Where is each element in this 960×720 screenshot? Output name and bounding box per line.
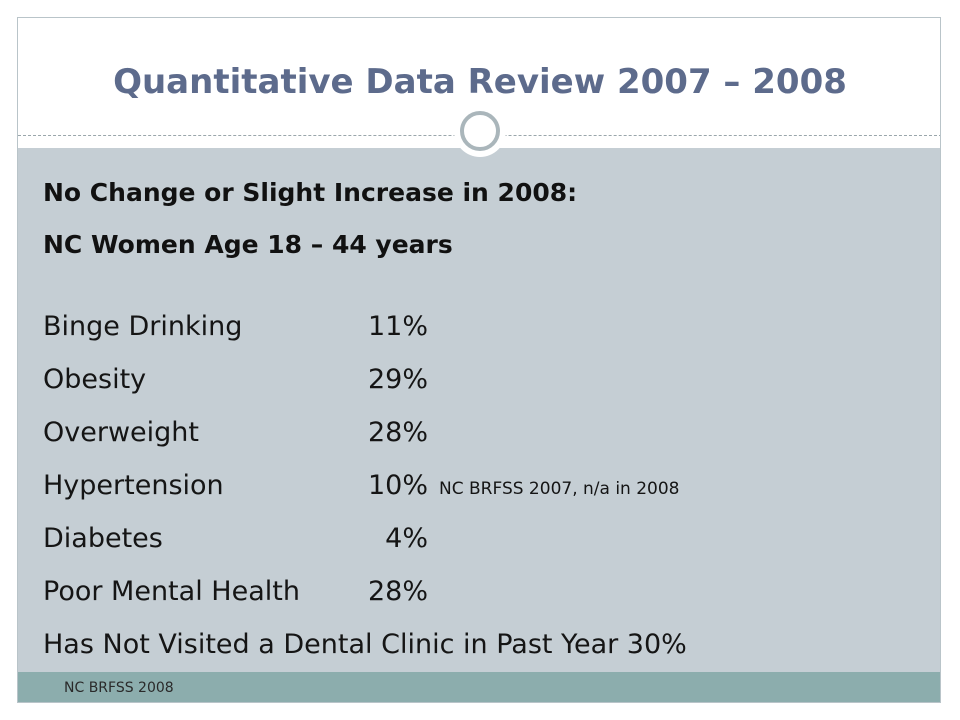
measure-value: 28% [367, 417, 428, 448]
measure-label: Overweight [43, 417, 199, 448]
heading-population: NC Women Age 18 – 44 years [43, 230, 453, 259]
measure-value: 11% [367, 311, 428, 342]
measure-row-dental-visit: Has Not Visited a Dental Clinic in Past … [43, 629, 687, 660]
slide-frame: Quantitative Data Review 2007 – 2008 No … [17, 17, 941, 703]
measure-label: Hypertension [43, 470, 224, 501]
circle-ornament-icon [454, 105, 506, 157]
measure-label: Binge Drinking [43, 311, 243, 342]
measure-source-note: NC BRFSS 2007, n/a in 2008 [439, 479, 680, 499]
footer-band: NC BRFSS 2008 [18, 672, 940, 702]
measure-value: 28% [367, 576, 428, 607]
heading-change: No Change or Slight Increase in 2008: [43, 178, 578, 207]
measure-value: 10% [367, 470, 428, 501]
measure-label: Poor Mental Health [43, 576, 300, 607]
measure-label: Obesity [43, 364, 147, 395]
content-panel: No Change or Slight Increase in 2008: NC… [18, 148, 940, 672]
footer-source: NC BRFSS 2008 [64, 680, 174, 696]
measure-label: Diabetes [43, 523, 163, 554]
measure-value: 4% [385, 523, 428, 554]
measure-value: 29% [367, 364, 428, 395]
slide-title: Quantitative Data Review 2007 – 2008 [113, 62, 847, 102]
